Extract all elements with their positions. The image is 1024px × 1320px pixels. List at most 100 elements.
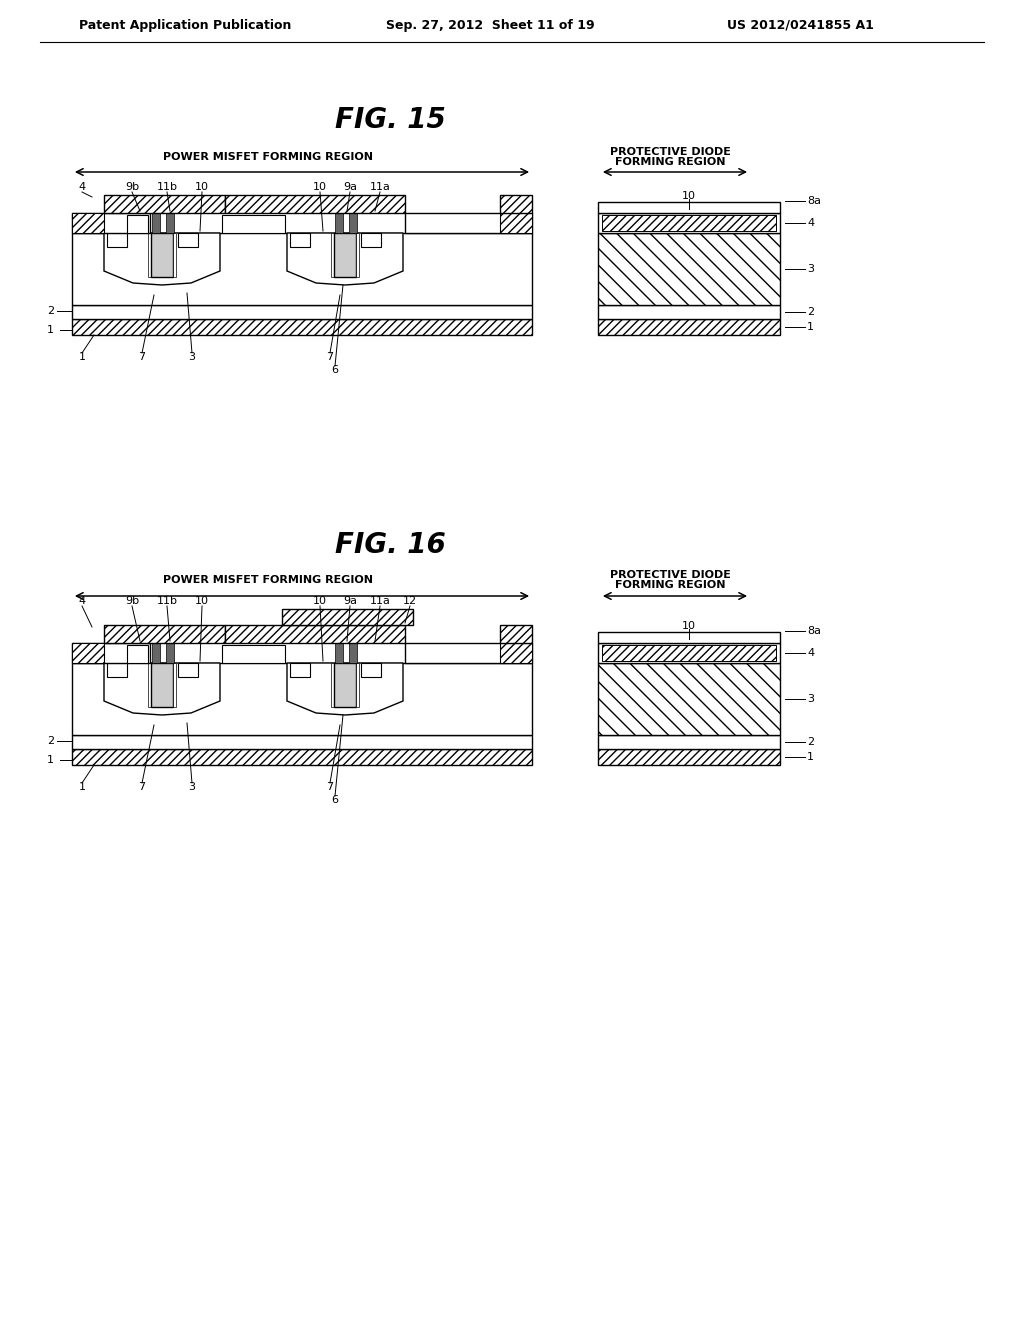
- Text: 11a: 11a: [370, 182, 390, 191]
- Bar: [361, 234, 381, 247]
- Text: 8a: 8a: [807, 626, 821, 636]
- Text: 6: 6: [332, 366, 339, 375]
- Bar: [178, 663, 198, 677]
- Bar: [500, 213, 532, 234]
- Text: 9a: 9a: [343, 182, 357, 191]
- Text: FORMING REGION: FORMING REGION: [614, 157, 725, 168]
- Bar: [72, 663, 532, 735]
- Text: 4: 4: [807, 648, 814, 657]
- Bar: [72, 643, 104, 663]
- Text: 10: 10: [682, 620, 696, 631]
- Bar: [598, 735, 780, 748]
- Bar: [106, 663, 127, 677]
- Bar: [173, 234, 176, 277]
- Text: 10: 10: [313, 597, 327, 606]
- Bar: [598, 202, 780, 213]
- Polygon shape: [104, 234, 220, 285]
- Text: PROTECTIVE DIODE: PROTECTIVE DIODE: [609, 147, 730, 157]
- Bar: [72, 213, 104, 234]
- Bar: [225, 195, 406, 213]
- Bar: [331, 663, 334, 708]
- Bar: [166, 643, 174, 663]
- Text: 4: 4: [807, 218, 814, 228]
- Text: 2: 2: [807, 308, 814, 317]
- Bar: [127, 215, 148, 234]
- Bar: [334, 234, 356, 277]
- Text: 10: 10: [682, 191, 696, 201]
- Text: 1: 1: [807, 322, 814, 333]
- Text: FIG. 16: FIG. 16: [335, 531, 445, 558]
- Text: US 2012/0241855 A1: US 2012/0241855 A1: [727, 18, 873, 32]
- Text: 1: 1: [79, 781, 85, 792]
- Text: 3: 3: [188, 781, 196, 792]
- Text: 10: 10: [313, 182, 327, 191]
- Bar: [602, 645, 776, 661]
- Bar: [178, 234, 198, 247]
- Bar: [598, 305, 780, 319]
- Bar: [104, 195, 225, 213]
- Text: 2: 2: [47, 737, 54, 746]
- Text: 9b: 9b: [125, 597, 139, 606]
- Bar: [598, 748, 780, 766]
- Bar: [225, 624, 406, 643]
- Text: 11b: 11b: [157, 597, 177, 606]
- Bar: [349, 643, 357, 663]
- Bar: [598, 319, 780, 335]
- Text: 12: 12: [402, 597, 417, 606]
- Bar: [72, 748, 532, 766]
- Bar: [602, 215, 776, 231]
- Bar: [356, 663, 359, 708]
- Text: Patent Application Publication: Patent Application Publication: [79, 18, 291, 32]
- Text: 4: 4: [79, 597, 86, 606]
- Text: 7: 7: [138, 352, 145, 362]
- Bar: [290, 663, 310, 677]
- Text: 4: 4: [79, 182, 86, 191]
- Bar: [72, 305, 532, 319]
- Text: 1: 1: [807, 752, 814, 762]
- Text: 7: 7: [138, 781, 145, 792]
- Bar: [598, 643, 780, 663]
- Bar: [148, 234, 151, 277]
- Bar: [335, 213, 343, 234]
- Bar: [148, 663, 151, 708]
- Text: 11b: 11b: [157, 182, 177, 191]
- Polygon shape: [104, 663, 220, 715]
- Text: 1: 1: [47, 325, 54, 335]
- Bar: [72, 213, 150, 234]
- Bar: [152, 643, 160, 663]
- Text: 9b: 9b: [125, 182, 139, 191]
- Bar: [72, 735, 532, 748]
- Bar: [106, 234, 127, 247]
- Text: 10: 10: [195, 597, 209, 606]
- Text: 7: 7: [327, 352, 334, 362]
- Text: 3: 3: [807, 264, 814, 275]
- Bar: [598, 632, 780, 643]
- Bar: [406, 643, 532, 663]
- Bar: [598, 234, 780, 305]
- Text: Sep. 27, 2012  Sheet 11 of 19: Sep. 27, 2012 Sheet 11 of 19: [386, 18, 594, 32]
- Text: 7: 7: [327, 781, 334, 792]
- Bar: [222, 215, 285, 234]
- Text: POWER MISFET FORMING REGION: POWER MISFET FORMING REGION: [163, 152, 373, 162]
- Bar: [500, 195, 532, 213]
- Bar: [166, 213, 174, 234]
- Text: 8a: 8a: [807, 195, 821, 206]
- Bar: [361, 663, 381, 677]
- Text: FIG. 15: FIG. 15: [335, 106, 445, 135]
- Bar: [335, 643, 343, 663]
- Text: 2: 2: [807, 737, 814, 747]
- Bar: [127, 645, 148, 663]
- Text: 1: 1: [47, 755, 54, 766]
- Bar: [290, 234, 310, 247]
- Bar: [151, 663, 173, 708]
- Text: 2: 2: [47, 306, 54, 315]
- Text: 3: 3: [807, 694, 814, 704]
- Text: 3: 3: [188, 352, 196, 362]
- Bar: [222, 645, 285, 663]
- Bar: [406, 213, 532, 234]
- Text: PROTECTIVE DIODE: PROTECTIVE DIODE: [609, 570, 730, 579]
- Bar: [356, 234, 359, 277]
- Text: 11a: 11a: [370, 597, 390, 606]
- Bar: [500, 643, 532, 663]
- Bar: [151, 234, 173, 277]
